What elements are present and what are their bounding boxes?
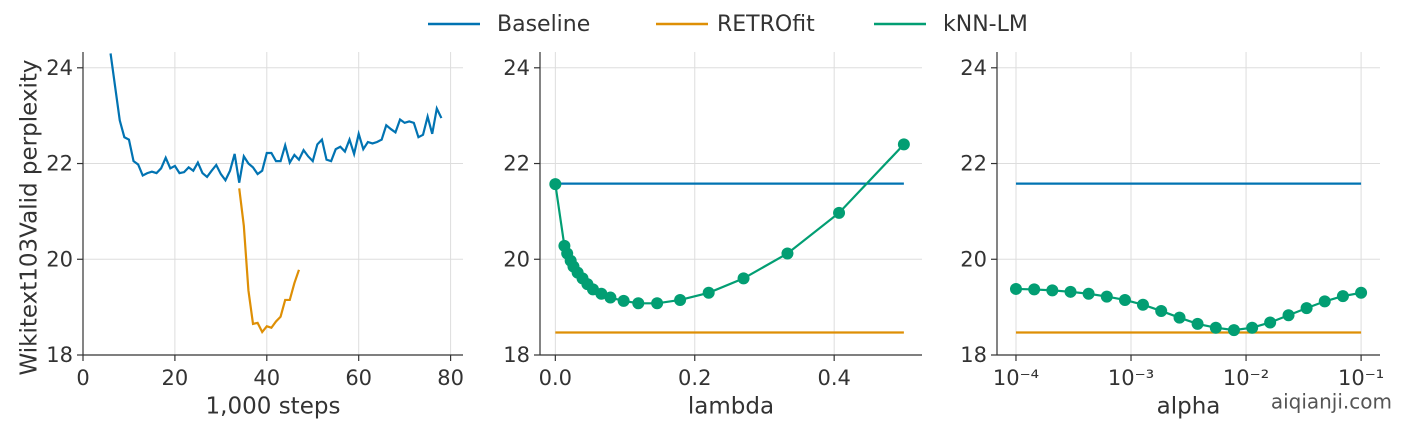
y-tick-label: 20 bbox=[960, 247, 987, 271]
marker bbox=[833, 206, 846, 219]
plot-area bbox=[549, 138, 910, 334]
x-tick-label: 10⁻¹ bbox=[1338, 366, 1384, 390]
marker bbox=[897, 138, 910, 151]
y-tick-label: 20 bbox=[503, 247, 530, 271]
x-tick-label: 0.0 bbox=[539, 366, 572, 390]
y-axis-label: Wikitext103Valid perplexity bbox=[17, 60, 43, 376]
legend-label: Baseline bbox=[497, 12, 590, 37]
marker bbox=[604, 291, 617, 304]
x-axis-label: alpha bbox=[1157, 394, 1221, 420]
marker bbox=[1100, 290, 1113, 303]
marker bbox=[1064, 285, 1077, 298]
x-tick-label: 10⁻⁴ bbox=[993, 366, 1039, 390]
x-tick-label: 0.2 bbox=[678, 366, 711, 390]
marker bbox=[1355, 286, 1368, 299]
y-tick-label: 18 bbox=[46, 343, 73, 367]
y-tick-label: 24 bbox=[46, 56, 73, 80]
x-tick-label: 40 bbox=[253, 366, 280, 390]
marker bbox=[1118, 293, 1131, 306]
marker bbox=[651, 297, 664, 310]
x-tick-label: 0 bbox=[76, 366, 89, 390]
marker bbox=[1336, 290, 1349, 303]
plot-area bbox=[1009, 182, 1368, 337]
x-tick-label: 60 bbox=[345, 366, 372, 390]
y-tick-label: 18 bbox=[960, 343, 987, 367]
y-tick-label: 24 bbox=[960, 56, 987, 80]
marker bbox=[737, 272, 750, 285]
marker bbox=[674, 293, 687, 306]
marker bbox=[1300, 302, 1313, 315]
marker bbox=[595, 287, 608, 300]
watermark: aiqianji.com bbox=[1271, 390, 1392, 414]
y-tick-label: 24 bbox=[503, 56, 530, 80]
x-tick-label: 0.4 bbox=[817, 366, 850, 390]
legend: Baseline RETROfit kNN-LM bbox=[428, 12, 1028, 37]
x-tick-label: 10⁻² bbox=[1223, 366, 1269, 390]
marker bbox=[617, 294, 630, 307]
marker bbox=[1028, 283, 1041, 296]
x-axis-label: 1,000 steps bbox=[206, 394, 341, 420]
marker bbox=[1246, 321, 1259, 334]
legend-label: RETROfit bbox=[717, 12, 815, 37]
marker bbox=[549, 178, 562, 191]
y-tick-label: 18 bbox=[503, 343, 530, 367]
y-tick-label: 20 bbox=[46, 247, 73, 271]
x-tick-label: 10⁻³ bbox=[1108, 366, 1154, 390]
y-tick-label: 22 bbox=[503, 152, 530, 176]
y-tick-label: 22 bbox=[960, 152, 987, 176]
marker bbox=[1009, 282, 1022, 295]
legend-label: kNN-LM bbox=[943, 12, 1028, 37]
marker bbox=[702, 286, 715, 299]
marker bbox=[1046, 284, 1059, 297]
marker bbox=[781, 247, 794, 260]
marker bbox=[1191, 317, 1204, 330]
x-tick-label: 80 bbox=[437, 366, 464, 390]
series-line bbox=[554, 143, 905, 305]
marker bbox=[1318, 295, 1331, 308]
marker bbox=[1082, 287, 1095, 300]
marker bbox=[1264, 316, 1277, 329]
marker bbox=[1136, 298, 1149, 311]
marker bbox=[1282, 309, 1295, 322]
x-axis-label: lambda bbox=[688, 394, 774, 420]
plot-area bbox=[109, 53, 443, 335]
marker bbox=[632, 297, 645, 310]
marker bbox=[1173, 311, 1186, 324]
marker bbox=[1227, 324, 1240, 337]
marker bbox=[1155, 304, 1168, 317]
x-tick-label: 20 bbox=[162, 366, 189, 390]
y-tick-label: 22 bbox=[46, 152, 73, 176]
marker bbox=[1209, 321, 1222, 334]
series-line bbox=[238, 188, 301, 335]
series-line bbox=[109, 53, 443, 183]
